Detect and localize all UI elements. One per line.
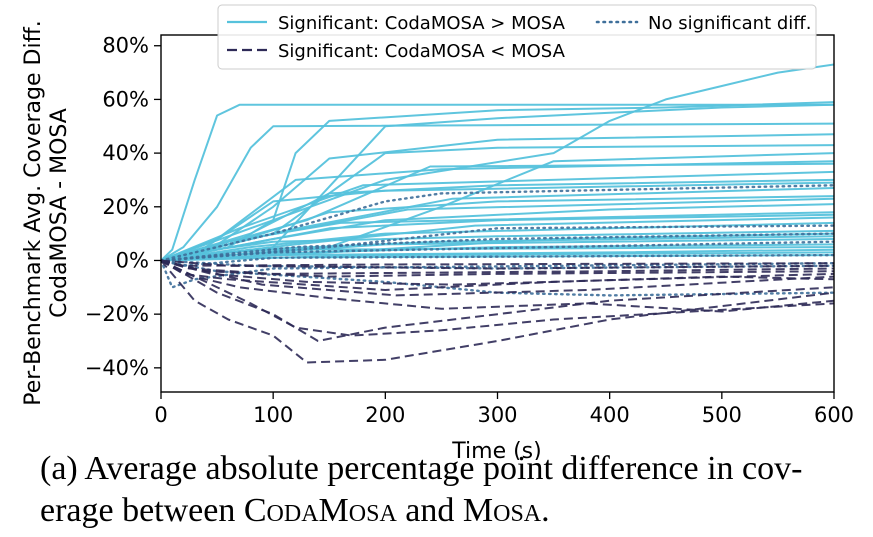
series-line-less-40 bbox=[161, 259, 834, 337]
x-tick-label: 600 bbox=[814, 403, 854, 427]
y-tick-label: 40% bbox=[102, 141, 149, 165]
series-line-greater-29 bbox=[161, 187, 834, 262]
caption-mosa: Mosa bbox=[462, 492, 542, 529]
legend-label-none: No significant diff. bbox=[648, 13, 811, 34]
y-axis-label-line2: CodaMOSA - MOSA bbox=[47, 108, 72, 318]
x-tick-label: 0 bbox=[154, 403, 167, 427]
legend-label-greater: Significant: CodaMOSA > MOSA bbox=[278, 13, 566, 34]
series-line-greater-23 bbox=[161, 170, 834, 262]
series-line-greater-18 bbox=[161, 251, 834, 262]
series-line-less-45 bbox=[161, 259, 834, 270]
caption-text-4: . bbox=[541, 492, 550, 529]
y-tick-label: −40% bbox=[85, 356, 149, 380]
series-layer bbox=[161, 63, 834, 364]
series-line-greater-28 bbox=[161, 211, 834, 262]
x-tick-label: 500 bbox=[702, 403, 742, 427]
series-line-greater-8 bbox=[161, 178, 834, 262]
x-axis-label: Time (s) bbox=[451, 439, 541, 460]
legend: Significant: CodaMOSA > MOSA No signific… bbox=[217, 4, 817, 70]
legend-label-less: Significant: CodaMOSA < MOSA bbox=[278, 41, 566, 62]
series-line-greater-1 bbox=[161, 122, 834, 262]
series-line-greater-0 bbox=[161, 103, 834, 262]
x-axis: 0 100 200 300 400 500 600 bbox=[154, 392, 854, 427]
series-line-none-36 bbox=[161, 232, 834, 262]
series-line-none-35 bbox=[161, 259, 834, 289]
x-tick-label: 400 bbox=[590, 403, 630, 427]
series-line-none-30 bbox=[161, 184, 834, 262]
caption-codamosa: CodaMosa bbox=[243, 492, 397, 529]
x-tick-label: 100 bbox=[253, 403, 293, 427]
series-line-greater-25 bbox=[161, 63, 834, 262]
y-axis-label-line1: Per-Benchmark Avg. Coverage Diff. bbox=[21, 20, 46, 405]
series-line-greater-12 bbox=[161, 213, 834, 262]
figure-caption: (a) Average absolute percentage point di… bbox=[40, 448, 860, 532]
series-line-less-46 bbox=[161, 259, 834, 267]
coverage-diff-chart: 0 100 200 300 400 500 600 −40% −20% 0% 20% 40% 60% 8… bbox=[21, 4, 854, 460]
series-line-less-41 bbox=[161, 259, 834, 313]
series-line-less-47 bbox=[161, 259, 834, 297]
y-tick-label: 20% bbox=[102, 195, 149, 219]
x-tick-label: 200 bbox=[365, 403, 405, 427]
y-tick-label: 0% bbox=[116, 248, 149, 272]
caption-text-3: and bbox=[396, 492, 463, 529]
series-line-greater-13 bbox=[161, 221, 834, 262]
series-line-less-48 bbox=[161, 259, 834, 286]
y-axis: −40% −20% 0% 20% 40% 60% 80% bbox=[85, 34, 161, 380]
caption-line-1: (a) Average absolute percentage point di… bbox=[40, 450, 803, 487]
series-line-less-38 bbox=[161, 259, 834, 364]
x-tick-label: 300 bbox=[477, 403, 517, 427]
y-tick-label: 80% bbox=[102, 34, 149, 58]
y-tick-label: 60% bbox=[102, 87, 149, 111]
y-tick-label: −20% bbox=[85, 302, 149, 326]
legend-box bbox=[217, 4, 817, 70]
caption-text-2: erage between bbox=[40, 492, 244, 529]
